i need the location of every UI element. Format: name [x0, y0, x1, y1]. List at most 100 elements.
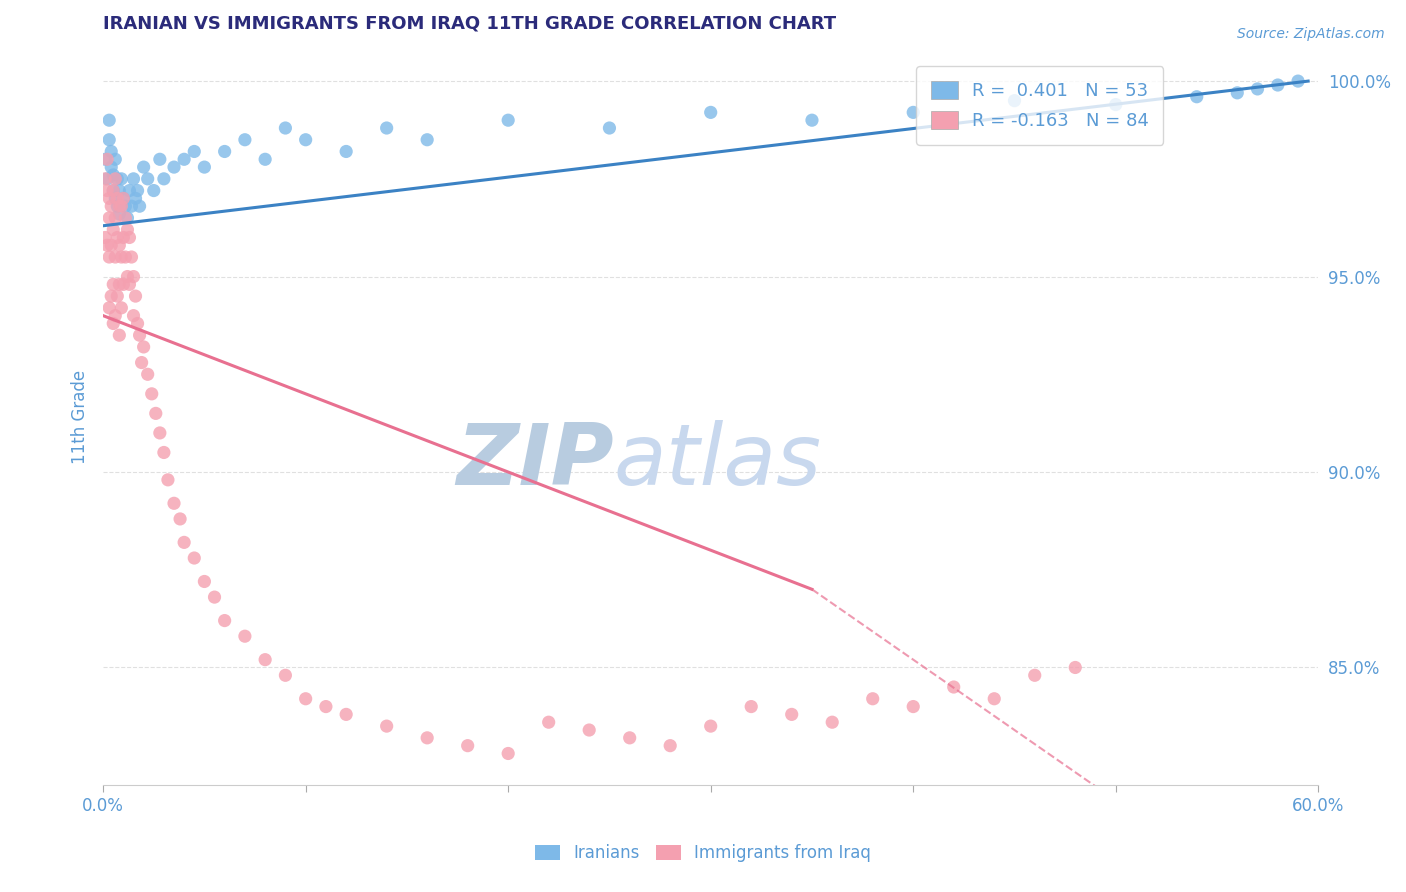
- Point: [118, 184, 141, 198]
- Point: [821, 715, 844, 730]
- Point: [416, 731, 439, 745]
- Point: [173, 153, 195, 167]
- Point: [335, 145, 357, 159]
- Point: [103, 222, 125, 236]
- Point: [98, 250, 121, 264]
- Point: [105, 191, 128, 205]
- Point: [96, 184, 118, 198]
- Point: [105, 289, 128, 303]
- Point: [193, 160, 215, 174]
- Point: [942, 680, 965, 694]
- Point: [114, 199, 136, 213]
- Point: [153, 445, 176, 459]
- Point: [1004, 94, 1026, 108]
- Point: [112, 191, 135, 205]
- Point: [110, 301, 132, 315]
- Point: [104, 211, 127, 225]
- Point: [156, 473, 179, 487]
- Point: [114, 211, 136, 225]
- Point: [153, 171, 176, 186]
- Point: [122, 309, 145, 323]
- Point: [108, 328, 131, 343]
- Point: [98, 133, 121, 147]
- Point: [96, 153, 118, 167]
- Point: [117, 222, 139, 236]
- Point: [294, 133, 316, 147]
- Point: [862, 691, 884, 706]
- Point: [104, 250, 127, 264]
- Point: [1226, 86, 1249, 100]
- Y-axis label: 11th Grade: 11th Grade: [72, 370, 89, 465]
- Point: [128, 199, 150, 213]
- Point: [294, 691, 316, 706]
- Legend: Iranians, Immigrants from Iraq: Iranians, Immigrants from Iraq: [526, 836, 880, 871]
- Point: [98, 113, 121, 128]
- Point: [416, 133, 439, 147]
- Legend: R =  0.401   N = 53, R = -0.163   N = 84: R = 0.401 N = 53, R = -0.163 N = 84: [917, 66, 1163, 145]
- Point: [104, 191, 127, 205]
- Point: [598, 121, 620, 136]
- Point: [122, 171, 145, 186]
- Point: [496, 747, 519, 761]
- Point: [183, 551, 205, 566]
- Point: [100, 145, 122, 159]
- Point: [149, 425, 172, 440]
- Point: [132, 160, 155, 174]
- Point: [128, 328, 150, 343]
- Point: [659, 739, 682, 753]
- Text: atlas: atlas: [613, 420, 821, 503]
- Point: [94, 171, 117, 186]
- Point: [496, 113, 519, 128]
- Point: [131, 355, 153, 369]
- Point: [801, 113, 824, 128]
- Point: [105, 171, 128, 186]
- Point: [780, 707, 803, 722]
- Point: [149, 153, 172, 167]
- Point: [1246, 82, 1268, 96]
- Point: [124, 289, 146, 303]
- Point: [699, 105, 721, 120]
- Point: [136, 171, 159, 186]
- Point: [127, 317, 149, 331]
- Text: IRANIAN VS IMMIGRANTS FROM IRAQ 11TH GRADE CORRELATION CHART: IRANIAN VS IMMIGRANTS FROM IRAQ 11TH GRA…: [103, 15, 837, 33]
- Point: [163, 160, 186, 174]
- Point: [132, 340, 155, 354]
- Text: Source: ZipAtlas.com: Source: ZipAtlas.com: [1237, 27, 1385, 41]
- Point: [254, 153, 277, 167]
- Point: [1105, 97, 1128, 112]
- Text: ZIP: ZIP: [456, 420, 613, 503]
- Point: [100, 238, 122, 252]
- Point: [118, 230, 141, 244]
- Point: [103, 277, 125, 292]
- Point: [1267, 78, 1289, 92]
- Point: [108, 207, 131, 221]
- Point: [204, 590, 226, 604]
- Point: [274, 668, 297, 682]
- Point: [903, 105, 925, 120]
- Point: [274, 121, 297, 136]
- Point: [214, 145, 236, 159]
- Point: [108, 184, 131, 198]
- Point: [136, 368, 159, 382]
- Point: [105, 230, 128, 244]
- Point: [1286, 74, 1309, 88]
- Point: [117, 269, 139, 284]
- Point: [103, 184, 125, 198]
- Point: [110, 199, 132, 213]
- Point: [105, 199, 128, 213]
- Point: [903, 699, 925, 714]
- Point: [141, 387, 163, 401]
- Point: [98, 191, 121, 205]
- Point: [96, 238, 118, 252]
- Point: [110, 250, 132, 264]
- Point: [121, 250, 143, 264]
- Point: [233, 133, 256, 147]
- Point: [578, 723, 600, 737]
- Point: [124, 191, 146, 205]
- Point: [121, 199, 143, 213]
- Point: [537, 715, 560, 730]
- Point: [112, 230, 135, 244]
- Point: [114, 250, 136, 264]
- Point: [98, 211, 121, 225]
- Point: [122, 269, 145, 284]
